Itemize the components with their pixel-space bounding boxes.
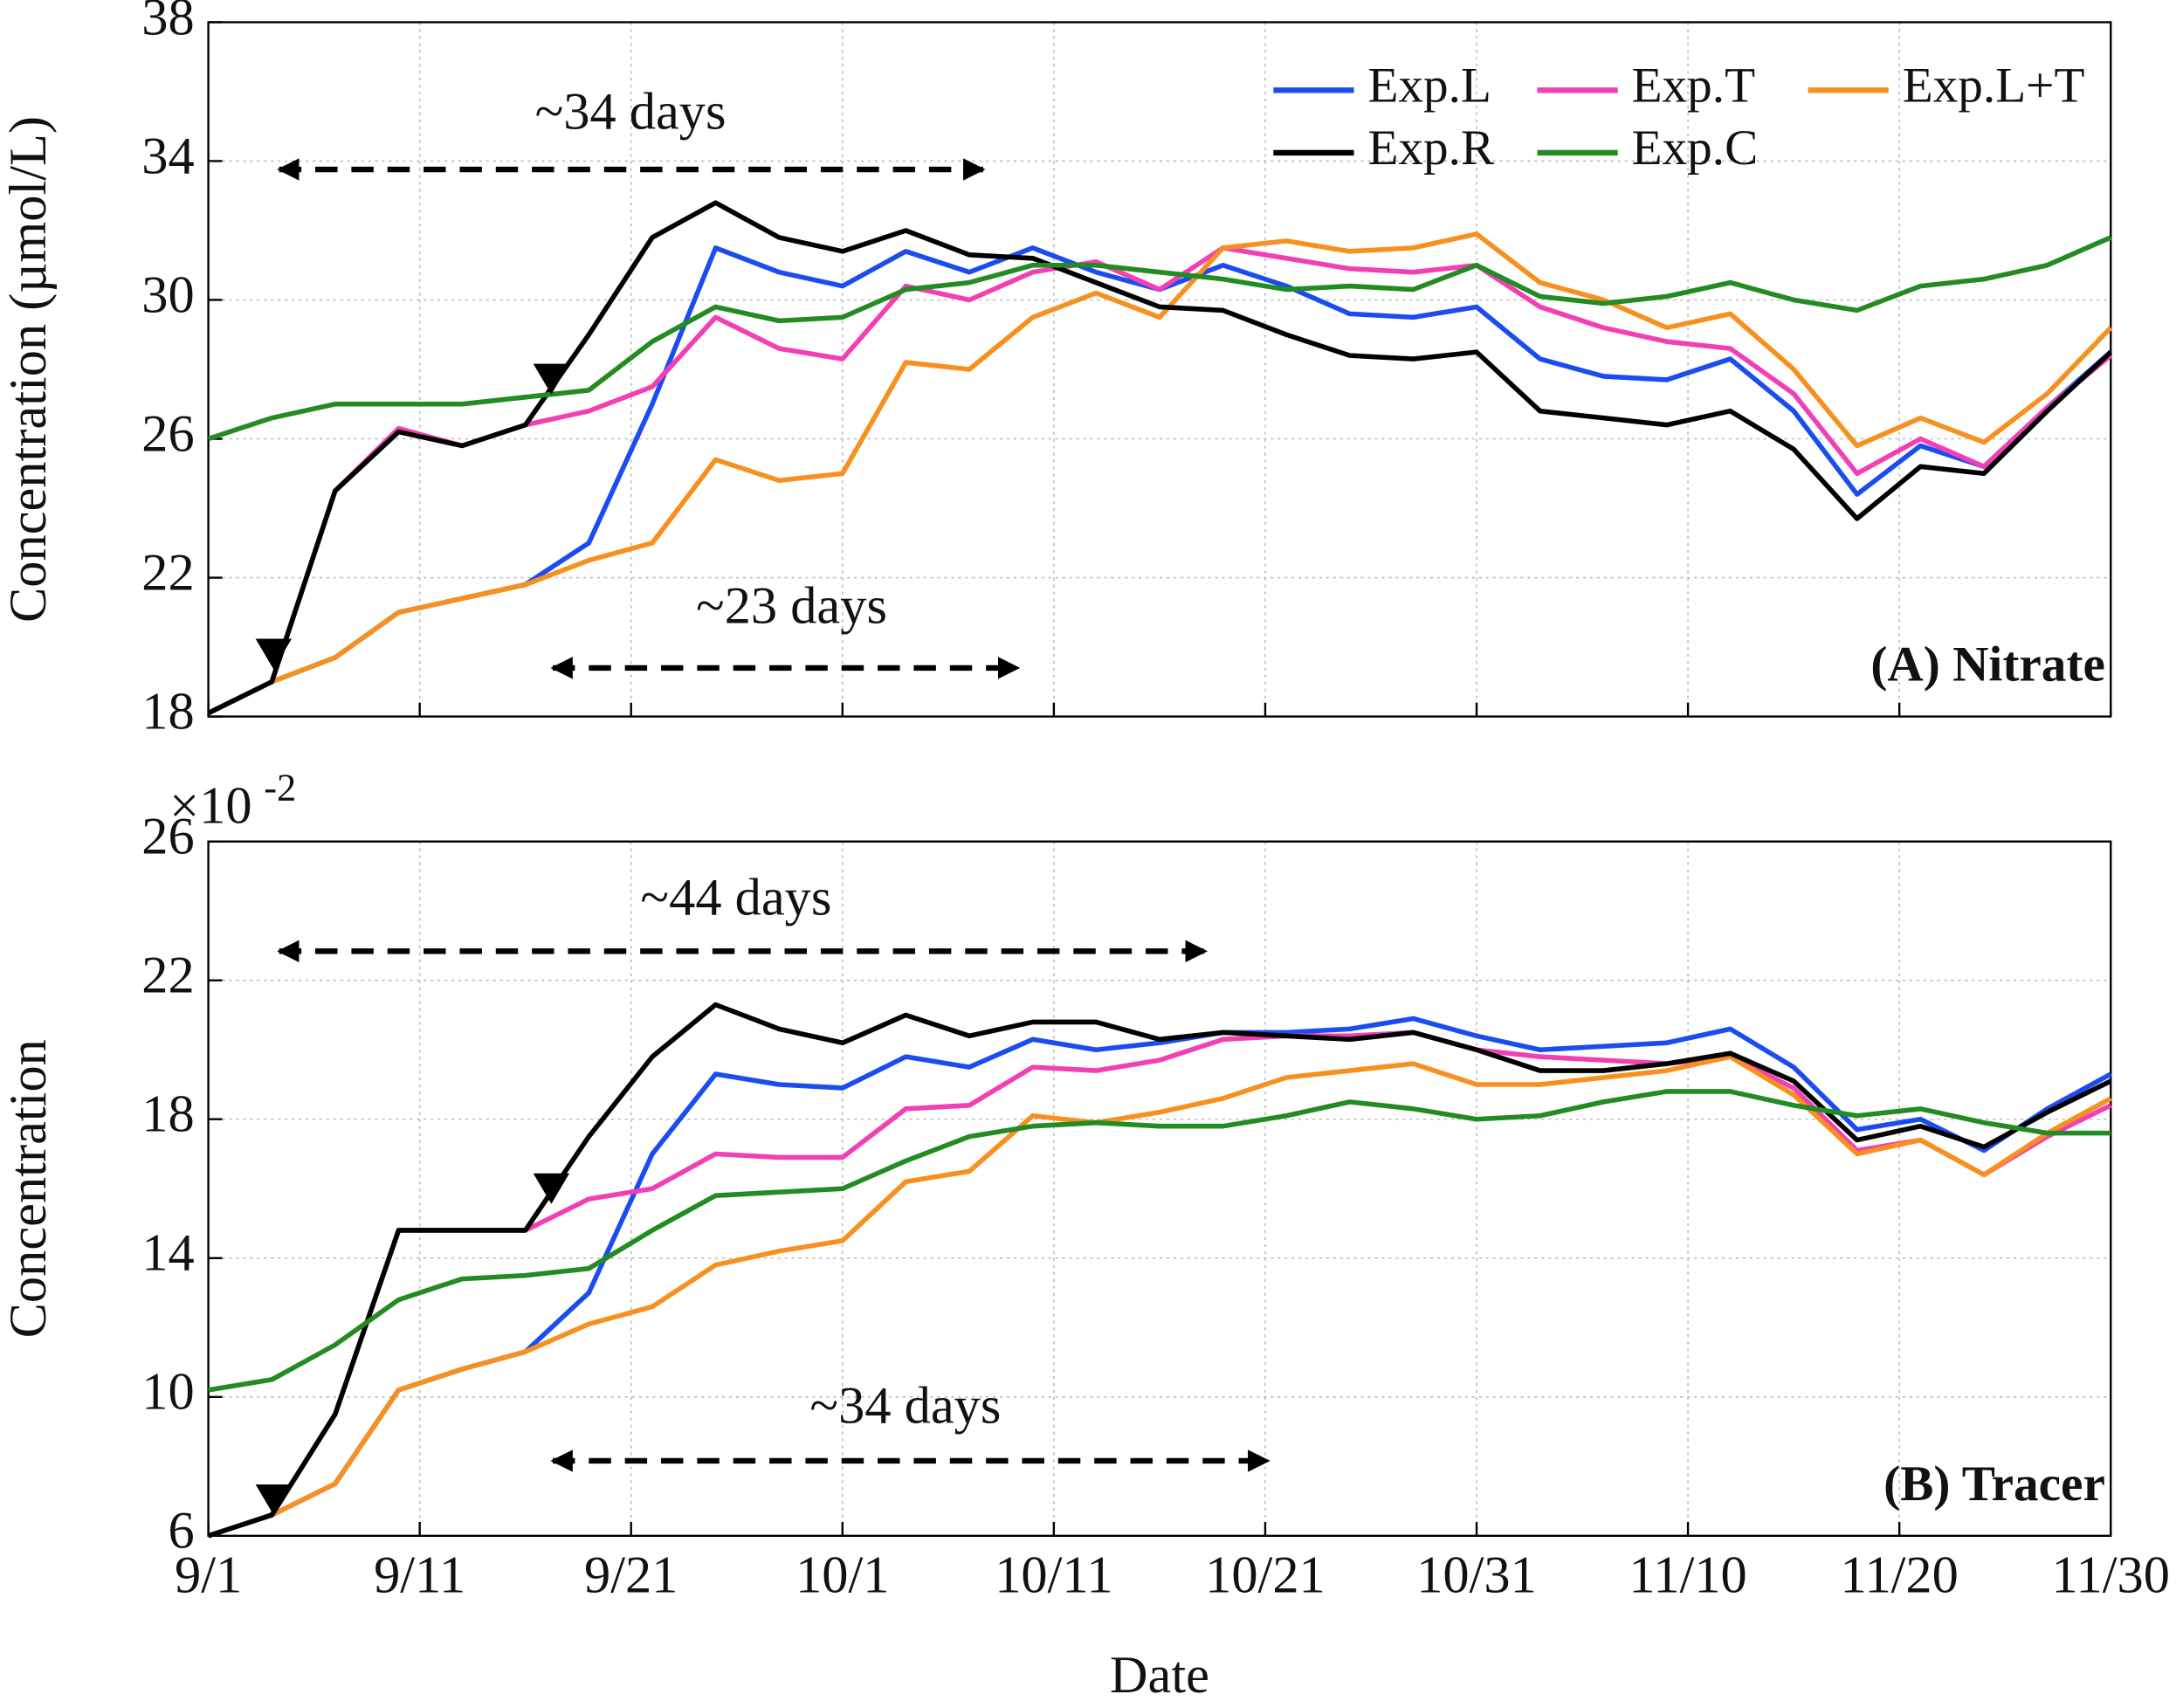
y-tick-label: 10	[141, 1363, 194, 1422]
x-tick-label: 11/30	[2052, 1546, 2170, 1605]
panel-label: (A) Nitrate	[1870, 637, 2105, 692]
y-axis-label: Concentration	[0, 1039, 58, 1338]
x-tick-label: 9/1	[175, 1546, 242, 1605]
x-tick-label: 11/20	[1840, 1546, 1958, 1605]
y-tick-label: 18	[141, 682, 194, 740]
x-tick-label: 11/10	[1629, 1546, 1746, 1605]
marker-triangle	[255, 1484, 293, 1515]
marker-triangle	[533, 1173, 570, 1204]
series-line	[207, 200, 2113, 716]
y-axis-label: Concentration (µmol/L)	[0, 116, 58, 623]
series-line	[207, 1054, 2112, 1539]
plot-frame	[207, 21, 2112, 718]
series-line	[207, 231, 2113, 716]
legend-label: Exp.L	[1367, 59, 1491, 114]
x-axis-label: Date	[1110, 1646, 1209, 1705]
x-tick-label: 10/1	[795, 1546, 889, 1605]
axis-exponent: -2	[264, 766, 296, 809]
y-tick-label: 22	[141, 947, 194, 1005]
y-tick-label: 22	[141, 543, 194, 602]
x-tick-label: 9/21	[584, 1546, 678, 1605]
annotation: ~23 days	[696, 577, 887, 636]
panel-label: (B) Tracer	[1883, 1457, 2105, 1512]
y-tick-label: 6	[168, 1502, 194, 1560]
annotation: ~34 days	[809, 1377, 1001, 1436]
annotation: ~44 days	[640, 869, 831, 927]
x-tick-label: 9/11	[374, 1546, 465, 1605]
y-tick-label: 38	[141, 0, 194, 46]
y-tick-label: 34	[141, 127, 194, 185]
y-tick-label: 30	[141, 265, 194, 324]
series-line	[207, 1002, 2112, 1539]
marker-triangle	[255, 638, 293, 670]
y-tick-label: 14	[141, 1224, 194, 1283]
legend-label: Exp.C	[1632, 121, 1759, 176]
legend-label: Exp.L+T	[1903, 59, 2085, 114]
y-tick-label: 26	[141, 808, 194, 866]
y-tick-label: 26	[141, 404, 194, 463]
y-tick-label: 18	[141, 1085, 194, 1144]
panel: 6 10 14 18 22 26 9/1 9/11 9/21 10/1 10/11 10/21 10/3…	[0, 766, 2170, 1705]
series-line	[208, 1089, 2111, 1393]
x-tick-label: 10/21	[1205, 1546, 1326, 1605]
panel: 18 22 26 30 34 38 Exp.L Exp.T Exp.L+T Exp.R Exp.C ~…	[0, 0, 2113, 740]
plot-frame	[207, 840, 2112, 1538]
x-tick-label: 10/31	[1416, 1546, 1537, 1605]
marker-triangle	[533, 363, 570, 395]
annotation: ~34 days	[535, 82, 727, 141]
legend-label: Exp.R	[1367, 121, 1495, 176]
x-tick-label: 10/11	[995, 1546, 1112, 1605]
series-line	[207, 235, 2112, 442]
axis-multiplier: ×10	[169, 777, 251, 836]
legend-label: Exp.T	[1632, 59, 1756, 114]
